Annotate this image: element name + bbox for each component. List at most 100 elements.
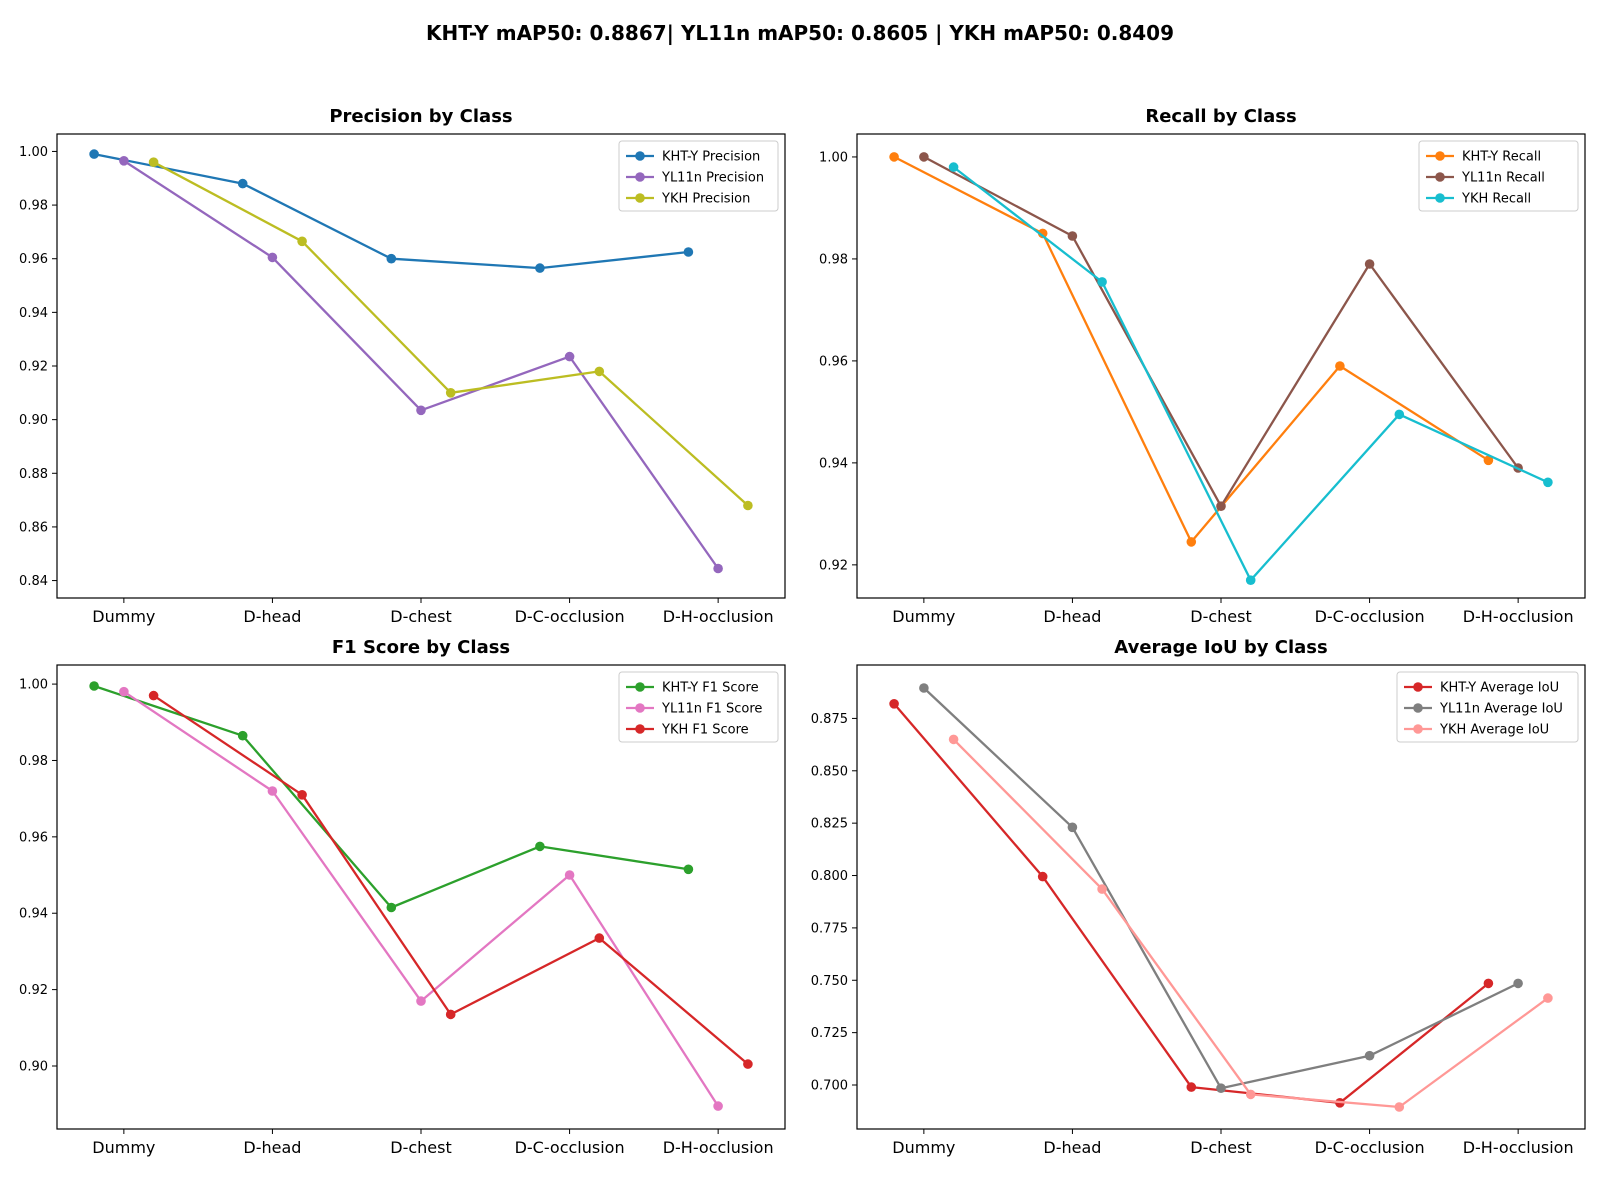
x-tick-label: Dummy bbox=[92, 607, 155, 626]
x-tick-label: D-head bbox=[243, 1138, 301, 1157]
data-point bbox=[267, 252, 278, 263]
legend-entry-label: KHT-Y Precision bbox=[662, 150, 760, 165]
data-point bbox=[683, 247, 694, 257]
legend-entry-label: KHT-Y F1 Score bbox=[662, 681, 759, 696]
legend-swatch-marker bbox=[1435, 151, 1445, 161]
chart-title: Precision by Class bbox=[329, 106, 512, 127]
x-tick-label: Dummy bbox=[892, 1138, 955, 1157]
data-point bbox=[148, 690, 159, 701]
legend-box bbox=[1396, 671, 1579, 743]
data-point bbox=[594, 933, 605, 943]
data-point bbox=[564, 870, 575, 880]
y-tick-label: 0.775 bbox=[811, 921, 848, 936]
legend-box bbox=[618, 140, 779, 212]
data-point bbox=[683, 864, 694, 875]
chart-title: Average IoU by Class bbox=[1114, 637, 1327, 658]
data-point bbox=[1543, 993, 1553, 1003]
x-tick-label: D-chest bbox=[1190, 1138, 1251, 1157]
data-point bbox=[1216, 501, 1226, 512]
x-tick-label: Dummy bbox=[92, 1138, 155, 1157]
data-point bbox=[1543, 477, 1553, 488]
data-point bbox=[267, 786, 278, 796]
data-point bbox=[919, 683, 929, 693]
y-tick-label: 0.800 bbox=[811, 869, 848, 884]
x-tick-label: D-H-occlusion bbox=[663, 1138, 774, 1157]
legend-entry-label: YL11n Average IoU bbox=[1439, 702, 1563, 717]
y-tick-label: 0.725 bbox=[811, 1026, 848, 1041]
legend-entry-label: YKH Average IoU bbox=[1439, 723, 1549, 738]
data-point bbox=[535, 841, 545, 852]
data-point bbox=[564, 351, 575, 362]
data-point bbox=[713, 1101, 723, 1111]
y-tick-label: 0.84 bbox=[19, 574, 48, 589]
y-tick-label: 0.92 bbox=[819, 558, 848, 573]
x-tick-label: D-H-occlusion bbox=[1463, 607, 1574, 626]
legend-swatch-marker bbox=[635, 193, 645, 203]
chart-panel-2: Recall by Class Dummy D-head D-chest D-C-occ… bbox=[819, 106, 1586, 626]
data-point bbox=[237, 178, 248, 189]
data-point bbox=[1097, 277, 1107, 287]
data-point bbox=[1394, 1102, 1405, 1112]
y-tick-label: 0.88 bbox=[19, 467, 48, 482]
legend-swatch-marker bbox=[635, 172, 645, 182]
legend-entry-label: KHT-Y Recall bbox=[1462, 150, 1541, 165]
data-point bbox=[1037, 228, 1048, 239]
y-tick-label: 0.90 bbox=[19, 413, 48, 428]
y-tick-label: 0.825 bbox=[811, 817, 848, 832]
y-tick-label: 0.90 bbox=[19, 1059, 48, 1074]
data-point bbox=[89, 149, 99, 159]
y-tick-label: 0.94 bbox=[819, 456, 848, 471]
data-point bbox=[1067, 822, 1078, 833]
data-point bbox=[1394, 409, 1405, 420]
legend-entry-label: YL11n Recall bbox=[1461, 171, 1545, 186]
legend: KHT-Y F1 Score YL11n F1 Score YKH F1 Score bbox=[618, 671, 779, 743]
legend-swatch-marker bbox=[1413, 724, 1423, 734]
y-tick-label: 0.94 bbox=[19, 306, 48, 321]
data-point bbox=[743, 500, 753, 511]
chart-panel-4: Average IoU by Class Dummy D-head D-chest D-… bbox=[811, 637, 1586, 1157]
data-point bbox=[1335, 361, 1345, 371]
legend: KHT-Y Average IoU YL11n Average IoU YKH Av… bbox=[1396, 671, 1579, 743]
data-point bbox=[1483, 455, 1494, 466]
y-tick-label: 0.98 bbox=[19, 754, 48, 769]
y-tick-label: 0.96 bbox=[819, 354, 848, 369]
legend-entry-label: YKH Precision bbox=[661, 192, 750, 207]
x-tick-label: D-head bbox=[243, 607, 301, 626]
x-tick-label: D-head bbox=[1043, 1138, 1101, 1157]
y-tick-label: 1.00 bbox=[819, 150, 848, 165]
data-point bbox=[386, 902, 397, 913]
data-point bbox=[297, 236, 307, 247]
x-tick-label: D-H-occlusion bbox=[663, 607, 774, 626]
y-tick-label: 0.98 bbox=[19, 199, 48, 214]
x-tick-label: D-head bbox=[1043, 607, 1101, 626]
legend-swatch-marker bbox=[635, 703, 645, 713]
data-point bbox=[1186, 1082, 1197, 1092]
data-point bbox=[1216, 1083, 1226, 1093]
legend-box bbox=[1418, 140, 1579, 212]
data-point bbox=[889, 152, 899, 162]
x-tick-label: D-chest bbox=[390, 607, 451, 626]
legend-swatch-marker bbox=[635, 724, 645, 734]
x-tick-label: D-H-occlusion bbox=[1463, 1138, 1574, 1157]
data-point bbox=[1483, 978, 1494, 989]
x-tick-label: D-C-occlusion bbox=[1315, 607, 1425, 626]
legend-entry-label: YL11n F1 Score bbox=[661, 702, 762, 717]
data-point bbox=[889, 699, 899, 709]
legend-swatch-marker bbox=[635, 682, 645, 692]
chart-title: F1 Score by Class bbox=[332, 637, 510, 658]
data-point bbox=[1067, 231, 1078, 241]
chart-panel-1: Precision by Class Dummy D-head D-chest D-C-… bbox=[19, 106, 786, 626]
y-tick-label: 0.92 bbox=[19, 360, 48, 375]
x-tick-label: D-C-occlusion bbox=[515, 1138, 625, 1157]
y-tick-label: 0.750 bbox=[811, 974, 848, 989]
y-tick-label: 0.98 bbox=[819, 252, 848, 267]
y-tick-label: 1.00 bbox=[19, 678, 48, 693]
x-tick-label: D-C-occlusion bbox=[1315, 1138, 1425, 1157]
data-point bbox=[743, 1059, 753, 1069]
y-tick-label: 0.875 bbox=[811, 712, 848, 727]
chart-title: Recall by Class bbox=[1145, 106, 1296, 127]
data-point bbox=[416, 405, 426, 416]
figure-suptitle: KHT-Y mAP50: 0.8867| YL11n mAP50: 0.8605… bbox=[426, 21, 1174, 45]
